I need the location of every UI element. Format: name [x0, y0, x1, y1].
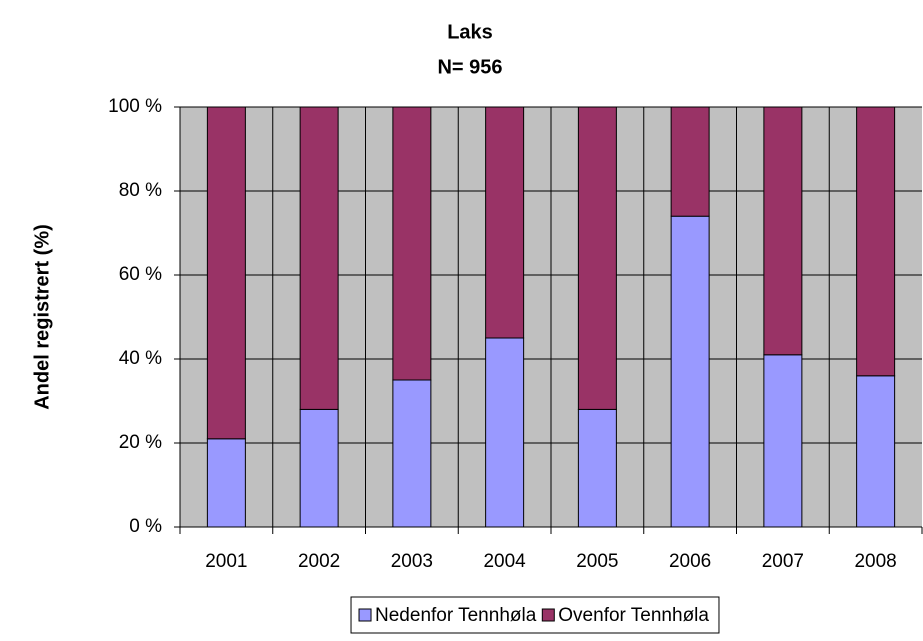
bar-segment	[856, 106, 896, 377]
bar-segment	[485, 337, 525, 528]
bar-segment	[485, 106, 525, 339]
x-tick-label: 2008	[854, 551, 896, 572]
chart-title: Laks	[447, 21, 493, 43]
x-tick-label: 2003	[391, 551, 433, 572]
y-tick-label: 60 %	[119, 264, 162, 285]
y-tick-label: 0 %	[129, 516, 162, 537]
chart-subtitle: N= 956	[437, 56, 502, 78]
bar-segment	[392, 379, 432, 528]
bar-segment	[763, 106, 803, 356]
y-tick-label: 80 %	[119, 180, 162, 201]
y-axis-title: Andel registrert (%)	[31, 224, 53, 410]
bar-segment	[670, 215, 710, 528]
x-tick-label: 2006	[669, 551, 711, 572]
x-tick-label: 2002	[298, 551, 340, 572]
y-tick-label: 40 %	[119, 348, 162, 369]
bar-segment	[670, 106, 710, 217]
legend-label: Ovenfor Tennhøla	[558, 605, 709, 626]
bar-segment	[392, 106, 432, 381]
bar-segment	[763, 354, 803, 528]
x-tick-label: 2004	[483, 551, 526, 572]
y-tick-label: 100 %	[108, 96, 162, 117]
x-tick-label: 2005	[576, 551, 618, 572]
bar-segment	[577, 106, 617, 410]
legend-box	[350, 596, 720, 634]
bar-segment	[856, 375, 896, 528]
bar-segment	[577, 408, 617, 528]
bar-segment	[299, 408, 339, 528]
legend-label: Nedenfor Tennhøla	[375, 605, 537, 626]
bar-segment	[206, 106, 246, 440]
x-tick-label: 2001	[205, 551, 247, 572]
x-tick-label: 2007	[762, 551, 804, 572]
bar-segment	[206, 438, 246, 528]
legend-swatch	[541, 608, 555, 622]
legend: Nedenfor Tennhøla Ovenfor Tennhøla	[350, 596, 720, 634]
y-tick-label: 20 %	[119, 432, 162, 453]
bar-segment	[299, 106, 339, 410]
legend-swatch	[358, 608, 372, 622]
